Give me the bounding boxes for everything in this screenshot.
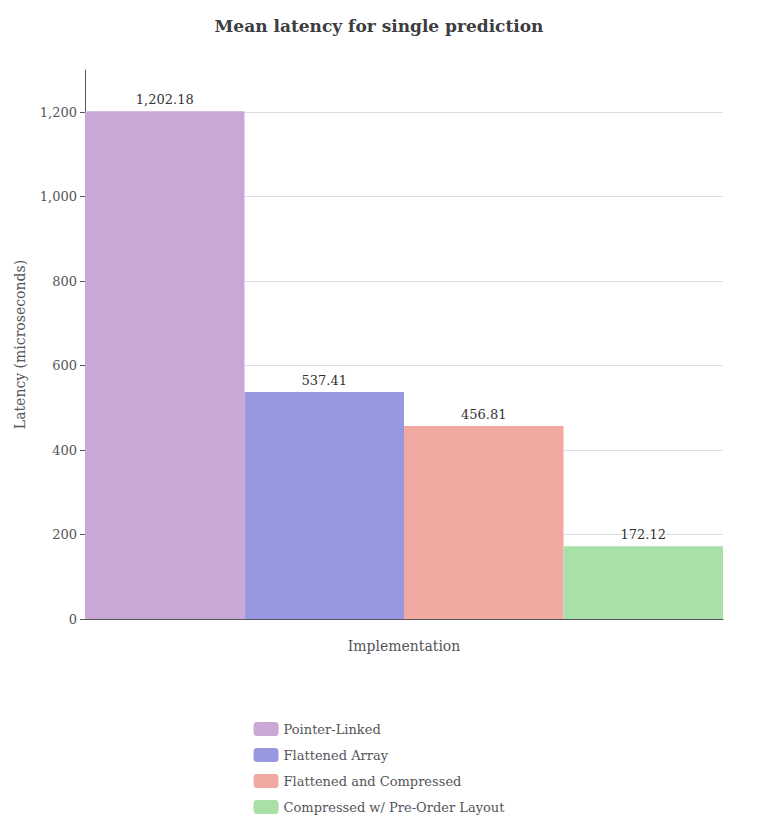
svg-text:1,200: 1,200 bbox=[40, 105, 77, 120]
svg-text:Mean latency for single predic: Mean latency for single prediction bbox=[215, 16, 544, 36]
svg-text:Flattened Array: Flattened Array bbox=[284, 748, 389, 763]
svg-text:400: 400 bbox=[52, 443, 77, 458]
svg-text:Compressed w/ Pre-Order Layout: Compressed w/ Pre-Order Layout bbox=[284, 800, 506, 815]
svg-text:0: 0 bbox=[69, 612, 77, 627]
svg-text:1,000: 1,000 bbox=[40, 189, 77, 204]
svg-text:200: 200 bbox=[52, 527, 77, 542]
svg-text:172.12: 172.12 bbox=[621, 527, 667, 542]
svg-text:Latency (microseconds): Latency (microseconds) bbox=[12, 260, 28, 429]
svg-text:800: 800 bbox=[52, 274, 77, 289]
svg-text:1,202.18: 1,202.18 bbox=[136, 92, 194, 107]
svg-text:Pointer-Linked: Pointer-Linked bbox=[284, 722, 381, 737]
svg-text:Flattened and Compressed: Flattened and Compressed bbox=[284, 774, 462, 789]
svg-text:537.41: 537.41 bbox=[302, 373, 348, 388]
svg-text:Implementation: Implementation bbox=[348, 638, 461, 654]
svg-text:600: 600 bbox=[52, 358, 77, 373]
svg-text:456.81: 456.81 bbox=[461, 407, 507, 422]
